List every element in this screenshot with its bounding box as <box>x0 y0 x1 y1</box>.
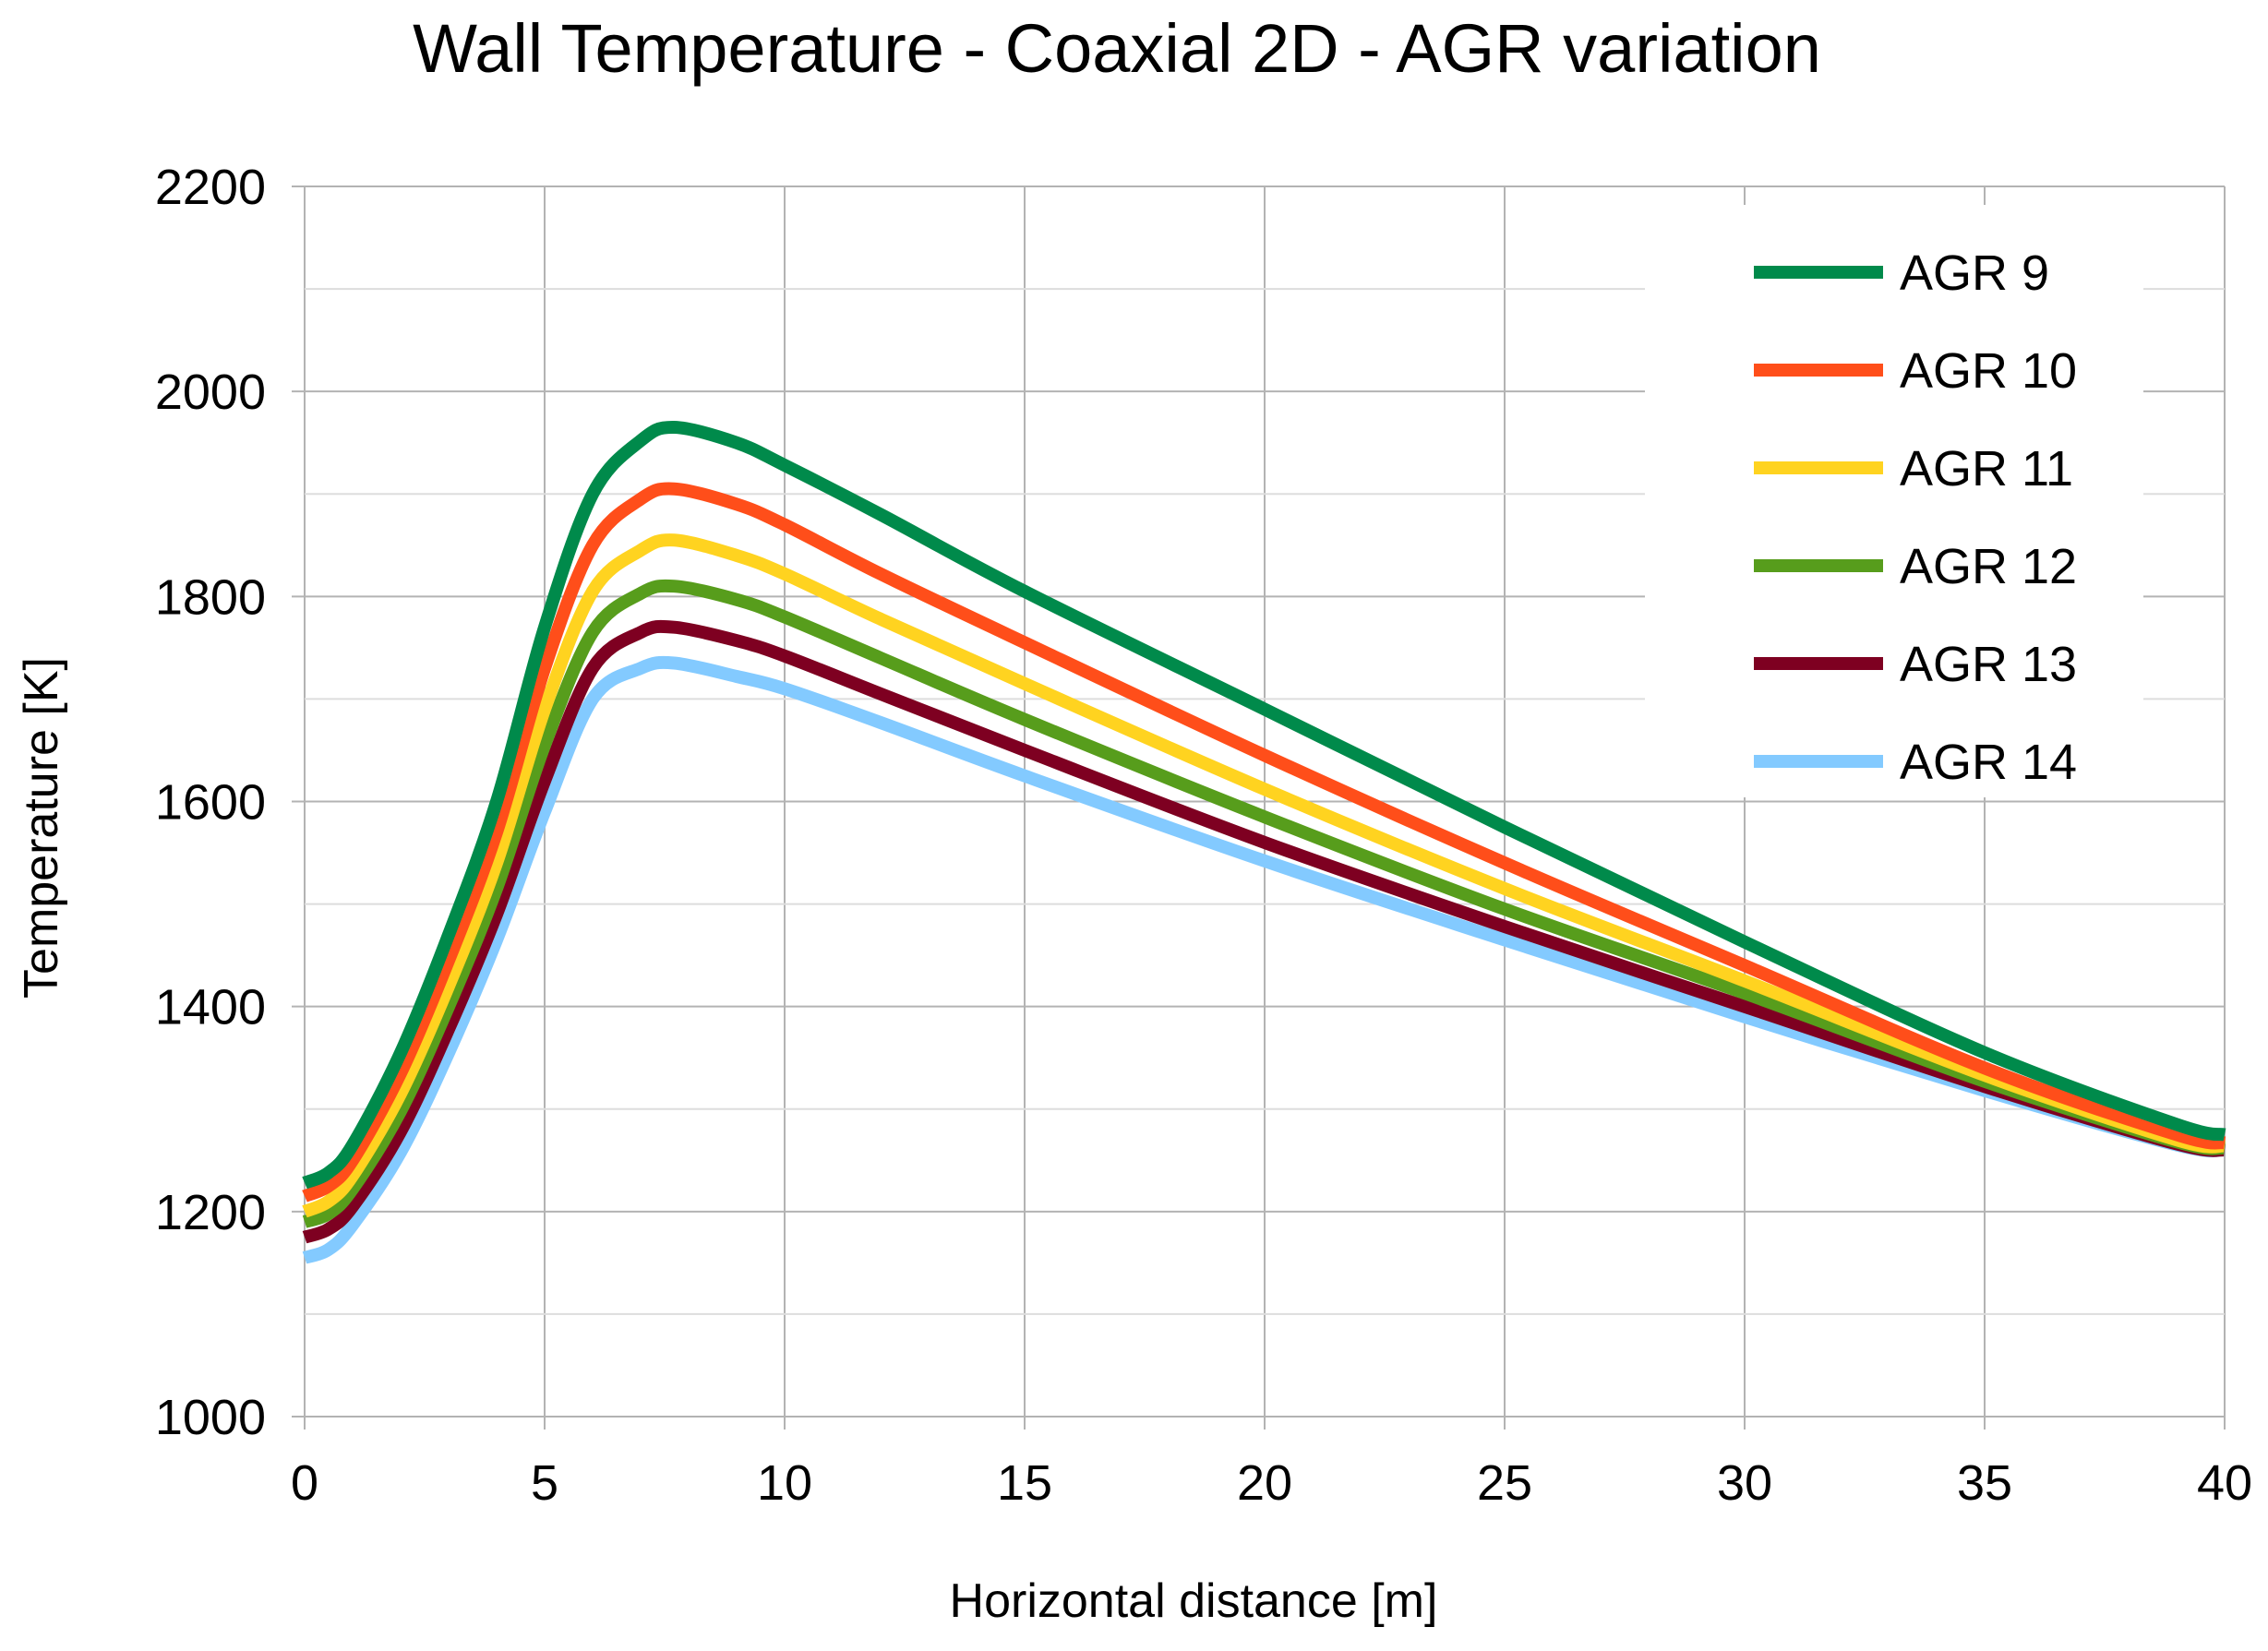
legend-label: AGR 10 <box>1900 343 2077 399</box>
x-axis-title: Horizontal distance [m] <box>950 1574 1438 1628</box>
axes: 0 5 10 15 20 25 30 35 40 1000 1200 1400 1600 1800 2000… <box>155 160 2252 1511</box>
y-tick-label: 1600 <box>155 775 266 831</box>
y-tick-label: 1400 <box>155 980 266 1035</box>
y-tick-label: 2200 <box>155 160 266 215</box>
x-tick-label: 5 <box>531 1455 558 1511</box>
y-tick-label: 2000 <box>155 365 266 420</box>
series-line-agr-13 <box>302 619 2226 1244</box>
y-axis-title: Temperature [K] <box>15 657 68 999</box>
series-lines <box>302 420 2226 1264</box>
series-line-agr-11 <box>302 533 2226 1218</box>
series-line-agr-9 <box>302 420 2226 1190</box>
x-tick-label: 30 <box>1717 1455 1772 1511</box>
series-line-agr-10 <box>302 482 2226 1202</box>
legend-label: AGR 12 <box>1900 539 2077 594</box>
legend-label: AGR 14 <box>1900 735 2077 790</box>
x-tick-label: 35 <box>1957 1455 2012 1511</box>
legend-background <box>1645 205 2143 797</box>
x-tick-label: 20 <box>1237 1455 1292 1511</box>
x-tick-label: 25 <box>1477 1455 1532 1511</box>
x-tick-label: 10 <box>757 1455 812 1511</box>
y-tick-label: 1200 <box>155 1185 266 1240</box>
x-tick-label: 40 <box>2197 1455 2252 1511</box>
x-tick-label: 0 <box>291 1455 318 1511</box>
y-tick-label: 1800 <box>155 569 266 625</box>
x-tick-label: 15 <box>997 1455 1052 1511</box>
chart-title: Wall Temperature - Coaxial 2D - AGR vari… <box>413 10 1821 87</box>
legend-label: AGR 9 <box>1900 245 2049 301</box>
legend-label: AGR 13 <box>1900 637 2077 692</box>
legend: AGR 9 AGR 10 AGR 11 AGR 12 AGR 13 AGR 14 <box>1645 205 2143 797</box>
y-tick-label: 1000 <box>155 1390 266 1445</box>
series-line-agr-14 <box>302 655 2226 1264</box>
legend-label: AGR 11 <box>1900 441 2073 496</box>
series-line-agr-12 <box>302 579 2226 1228</box>
